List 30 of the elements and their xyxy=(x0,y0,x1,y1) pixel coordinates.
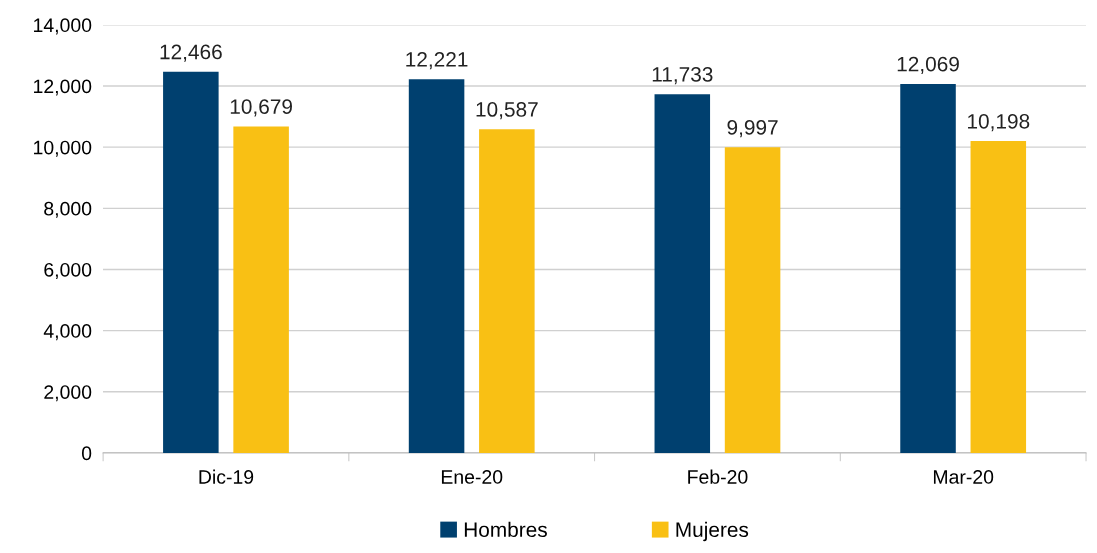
y-tick-label: 2,000 xyxy=(44,385,92,402)
data-label: 10,587 xyxy=(476,102,538,120)
bar xyxy=(408,79,465,453)
y-tick-label: 4,000 xyxy=(43,324,92,341)
y-tick-label: 0 xyxy=(81,446,92,461)
y-tick-label: 8,000 xyxy=(44,201,92,218)
y-tick-label: 10,000 xyxy=(34,140,92,157)
data-label: 12,466 xyxy=(160,44,222,62)
y-tick-label: 6,000 xyxy=(44,262,92,279)
data-label: 9,997 xyxy=(727,120,778,138)
x-tick-label: Mar-20 xyxy=(933,470,994,484)
y-tick-label: 14,000 xyxy=(34,18,92,35)
y-tick-label: 12,000 xyxy=(34,79,92,96)
legend-label: Hombres xyxy=(464,521,547,538)
x-tick-label: Dic-19 xyxy=(199,469,254,484)
bar xyxy=(654,94,711,453)
x-tick-label: Ene-20 xyxy=(441,470,503,484)
bar xyxy=(900,83,956,453)
bar xyxy=(724,147,781,453)
x-tick-label: Feb-20 xyxy=(688,469,748,484)
bar xyxy=(163,71,219,453)
data-label: 10,198 xyxy=(968,113,1030,132)
legend-label: Mujeres xyxy=(676,521,749,542)
data-label: 12,221 xyxy=(406,52,468,70)
bar xyxy=(233,126,289,453)
data-label: 11,733 xyxy=(652,66,713,85)
data-label: 12,069 xyxy=(897,56,959,74)
data-label: 10,679 xyxy=(230,99,292,117)
bar xyxy=(479,129,535,453)
bar xyxy=(970,141,1027,453)
